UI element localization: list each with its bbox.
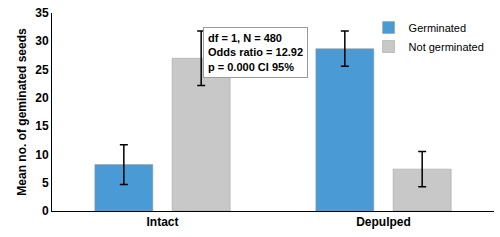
- svg-text:Germinated: Germinated: [409, 22, 466, 34]
- svg-text:df = 1, N = 480Odds ratio = 12: df = 1, N = 480Odds ratio = 12.92p = 0.0…: [208, 32, 303, 73]
- svg-text:Mean no. of geminated seeds: Mean no. of geminated seeds: [15, 28, 29, 196]
- svg-text:10: 10: [35, 148, 49, 162]
- svg-text:Not germinated: Not germinated: [409, 41, 484, 53]
- svg-text:Intact: Intact: [146, 215, 178, 229]
- svg-text:35: 35: [35, 6, 49, 20]
- svg-text:Depulped: Depulped: [356, 215, 411, 229]
- svg-text:15: 15: [35, 119, 49, 133]
- svg-text:30: 30: [35, 34, 49, 48]
- svg-text:5: 5: [42, 176, 49, 190]
- svg-text:0: 0: [42, 204, 49, 218]
- svg-text:25: 25: [35, 63, 49, 77]
- svg-text:20: 20: [35, 91, 49, 105]
